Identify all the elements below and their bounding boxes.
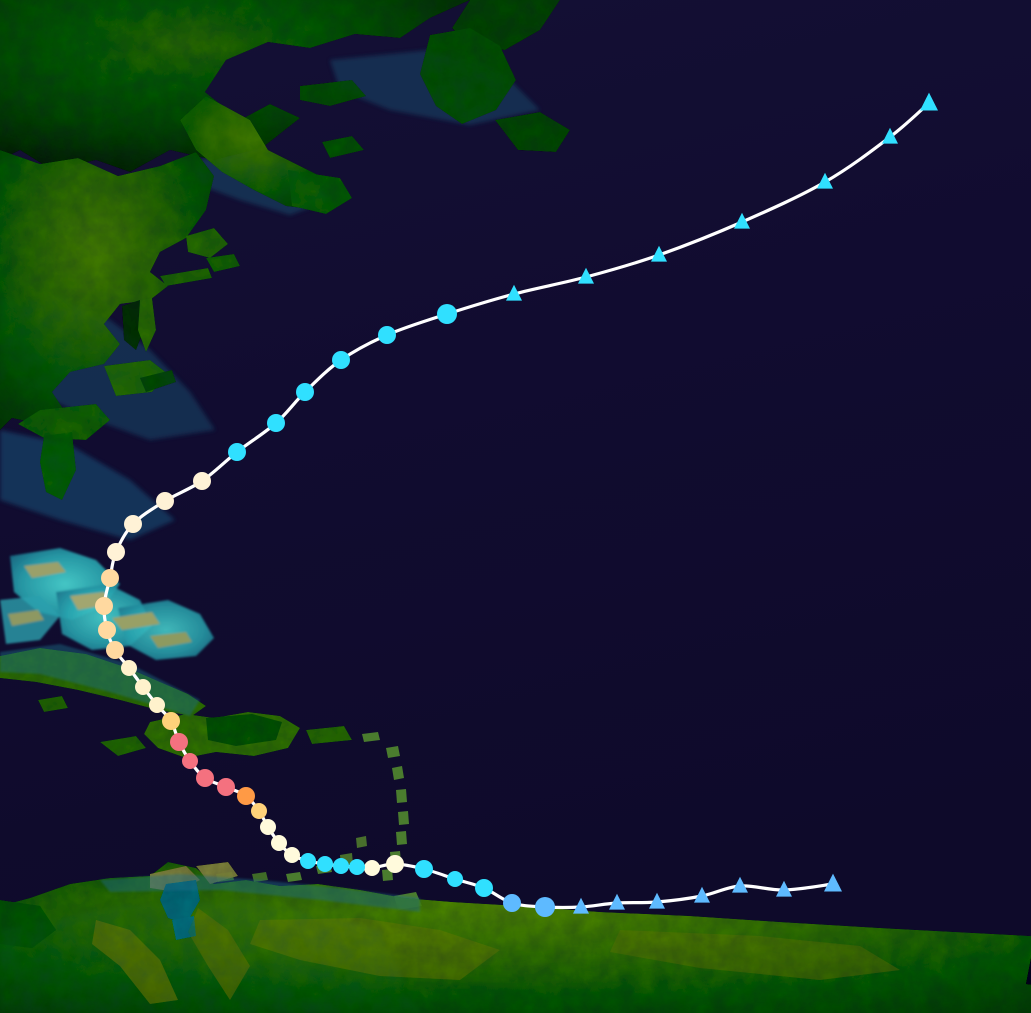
- track-point-ex-5[interactable]: [609, 893, 625, 910]
- track-point-ts-42[interactable]: [332, 351, 350, 369]
- track-point-ts-17[interactable]: [300, 853, 316, 869]
- track-point-c1-29[interactable]: [135, 679, 151, 695]
- track-point-ts-16[interactable]: [317, 856, 333, 872]
- landmass-maritimes: [180, 96, 352, 214]
- track-point-exc-45[interactable]: [506, 284, 522, 301]
- track-point-ex-6[interactable]: [573, 897, 589, 914]
- track-point-ts-11[interactable]: [415, 860, 433, 878]
- track-point-c4-23[interactable]: [217, 778, 235, 796]
- track-point-c2-33[interactable]: [95, 597, 113, 615]
- track-point-c2-31[interactable]: [106, 641, 124, 659]
- track-point-ex-2[interactable]: [732, 876, 748, 893]
- track-marker-group: [95, 92, 938, 917]
- track-point-ts-43[interactable]: [378, 326, 396, 344]
- track-point-c2-21[interactable]: [251, 803, 267, 819]
- track-point-c4-25[interactable]: [182, 753, 198, 769]
- track-point-td-8[interactable]: [503, 894, 521, 912]
- landmass-canada: [0, 0, 570, 172]
- track-point-ts-14[interactable]: [349, 859, 365, 875]
- track-point-ts-40[interactable]: [267, 414, 285, 432]
- track-point-c1-19[interactable]: [271, 835, 287, 851]
- track-point-ex-0[interactable]: [824, 873, 842, 892]
- landmass-south-america: [0, 862, 1031, 1013]
- track-point-td-7[interactable]: [535, 897, 555, 917]
- track-point-ts-44[interactable]: [437, 304, 457, 324]
- track-point-c4-24[interactable]: [196, 769, 214, 787]
- track-point-c3-22[interactable]: [237, 787, 255, 805]
- track-point-exc-47[interactable]: [651, 245, 667, 262]
- bahamas-banks: [0, 548, 214, 660]
- track-point-ts-10[interactable]: [447, 871, 463, 887]
- track-point-c1-18[interactable]: [284, 847, 300, 863]
- track-point-exc-49[interactable]: [817, 172, 833, 189]
- track-point-c1-20[interactable]: [260, 819, 276, 835]
- track-point-exc-51[interactable]: [920, 92, 938, 111]
- track-point-ts-39[interactable]: [228, 443, 246, 461]
- track-point-c2-27[interactable]: [162, 712, 180, 730]
- track-point-c1-36[interactable]: [124, 515, 142, 533]
- track-point-c2-32[interactable]: [98, 621, 116, 639]
- track-point-c1-37[interactable]: [156, 492, 174, 510]
- track-point-ts-15[interactable]: [333, 858, 349, 874]
- track-point-c1-38[interactable]: [193, 472, 211, 490]
- track-point-c1-35[interactable]: [107, 543, 125, 561]
- track-point-exc-50[interactable]: [882, 127, 898, 144]
- track-point-c4-26[interactable]: [170, 733, 188, 751]
- landmass-eastern-usa: [0, 150, 240, 500]
- track-point-c1-13[interactable]: [364, 860, 380, 876]
- track-point-ts-9[interactable]: [475, 879, 493, 897]
- track-point-ex-4[interactable]: [649, 892, 665, 909]
- track-point-exc-46[interactable]: [578, 267, 594, 284]
- track-point-exc-48[interactable]: [734, 212, 750, 229]
- track-point-ex-1[interactable]: [776, 880, 792, 897]
- track-point-c1-28[interactable]: [149, 697, 165, 713]
- track-point-c2-34[interactable]: [101, 569, 119, 587]
- track-point-c1-12[interactable]: [386, 855, 404, 873]
- track-point-ex-3[interactable]: [694, 886, 710, 903]
- track-point-ts-41[interactable]: [296, 383, 314, 401]
- track-point-c1-30[interactable]: [121, 660, 137, 676]
